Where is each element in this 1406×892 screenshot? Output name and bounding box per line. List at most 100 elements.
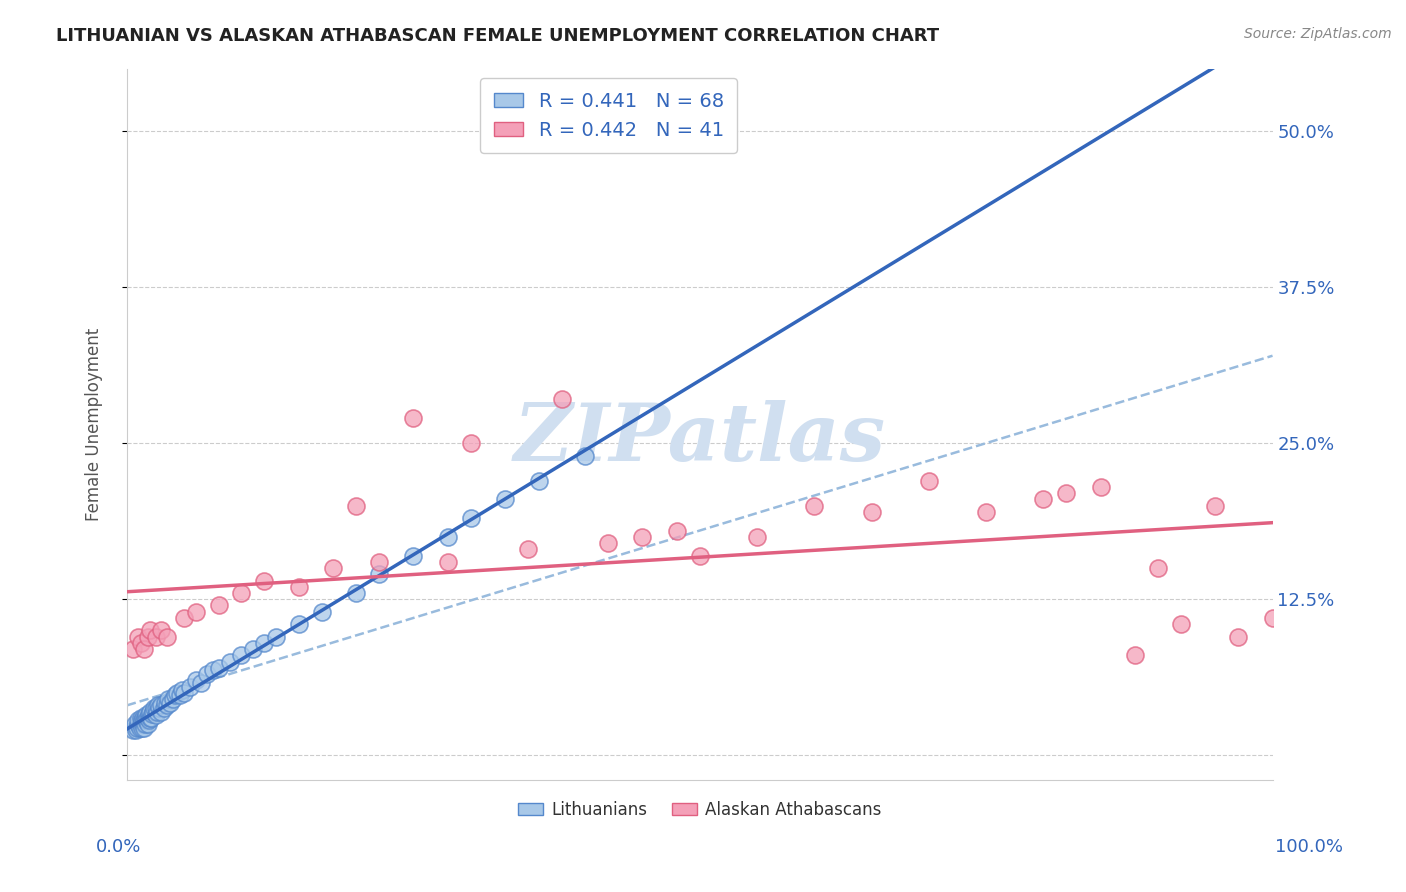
Point [132, 711, 155, 725]
Point [127, 630, 149, 644]
Point [146, 698, 169, 713]
Point [1170, 617, 1192, 632]
Point [129, 636, 152, 650]
Text: ZIPatlas: ZIPatlas [513, 400, 886, 477]
Point [436, 555, 458, 569]
Point [287, 580, 309, 594]
Point [1204, 499, 1226, 513]
Point [219, 655, 242, 669]
Point [170, 683, 193, 698]
Point [136, 711, 159, 725]
Point [179, 680, 201, 694]
Point [138, 707, 160, 722]
Point [460, 436, 482, 450]
Point [148, 701, 170, 715]
Point [156, 630, 179, 644]
Point [1032, 492, 1054, 507]
Point [136, 717, 159, 731]
Point [344, 499, 367, 513]
Y-axis label: Female Unemployment: Female Unemployment [86, 327, 103, 521]
Point [169, 689, 191, 703]
Point [322, 561, 344, 575]
Point [127, 717, 149, 731]
Point [166, 686, 188, 700]
Point [129, 711, 152, 725]
Point [574, 449, 596, 463]
Point [201, 664, 224, 678]
Point [136, 630, 159, 644]
Point [287, 617, 309, 632]
Point [974, 505, 997, 519]
Point [139, 624, 162, 638]
Point [163, 689, 186, 703]
Point [173, 686, 195, 700]
Text: LITHUANIAN VS ALASKAN ATHABASCAN FEMALE UNEMPLOYMENT CORRELATION CHART: LITHUANIAN VS ALASKAN ATHABASCAN FEMALE … [56, 27, 939, 45]
Point [402, 411, 425, 425]
Point [121, 642, 143, 657]
Point [152, 701, 174, 715]
Point [124, 717, 146, 731]
Point [460, 511, 482, 525]
Point [131, 721, 153, 735]
Point [150, 624, 173, 638]
Point [150, 705, 173, 719]
Point [138, 714, 160, 728]
Point [918, 474, 941, 488]
Point [596, 536, 619, 550]
Point [311, 605, 333, 619]
Point [139, 705, 162, 719]
Text: 100.0%: 100.0% [1275, 838, 1343, 855]
Point [132, 714, 155, 728]
Point [139, 711, 162, 725]
Point [145, 705, 167, 719]
Point [142, 705, 165, 719]
Point [132, 717, 155, 731]
Point [190, 676, 212, 690]
Point [860, 505, 883, 519]
Point [1261, 611, 1284, 625]
Point [253, 574, 276, 588]
Point [436, 530, 458, 544]
Point [139, 711, 162, 725]
Point [494, 492, 516, 507]
Point [1090, 480, 1112, 494]
Point [368, 567, 391, 582]
Point [157, 692, 180, 706]
Point [344, 586, 367, 600]
Point [253, 636, 276, 650]
Point [368, 555, 391, 569]
Point [131, 714, 153, 728]
Point [150, 698, 173, 713]
Point [195, 667, 218, 681]
Point [184, 673, 207, 688]
Point [132, 721, 155, 735]
Point [143, 701, 166, 715]
Point [803, 499, 825, 513]
Text: 0.0%: 0.0% [96, 838, 141, 855]
Legend: Lithuanians, Alaskan Athabascans: Lithuanians, Alaskan Athabascans [510, 794, 889, 825]
Point [1054, 486, 1077, 500]
Point [264, 630, 287, 644]
Point [665, 524, 688, 538]
Point [121, 723, 143, 738]
Point [231, 586, 253, 600]
Point [132, 642, 155, 657]
Point [1227, 630, 1250, 644]
Point [129, 717, 152, 731]
Point [134, 711, 156, 725]
Point [516, 542, 538, 557]
Point [141, 707, 163, 722]
Point [135, 714, 157, 728]
Point [207, 661, 229, 675]
Point [207, 599, 229, 613]
Point [145, 701, 167, 715]
Point [128, 721, 150, 735]
Point [145, 708, 167, 723]
Point [402, 549, 425, 563]
Point [156, 698, 179, 713]
Point [159, 696, 181, 710]
Point [134, 717, 156, 731]
Point [162, 692, 184, 706]
Text: Source: ZipAtlas.com: Source: ZipAtlas.com [1244, 27, 1392, 41]
Point [145, 630, 167, 644]
